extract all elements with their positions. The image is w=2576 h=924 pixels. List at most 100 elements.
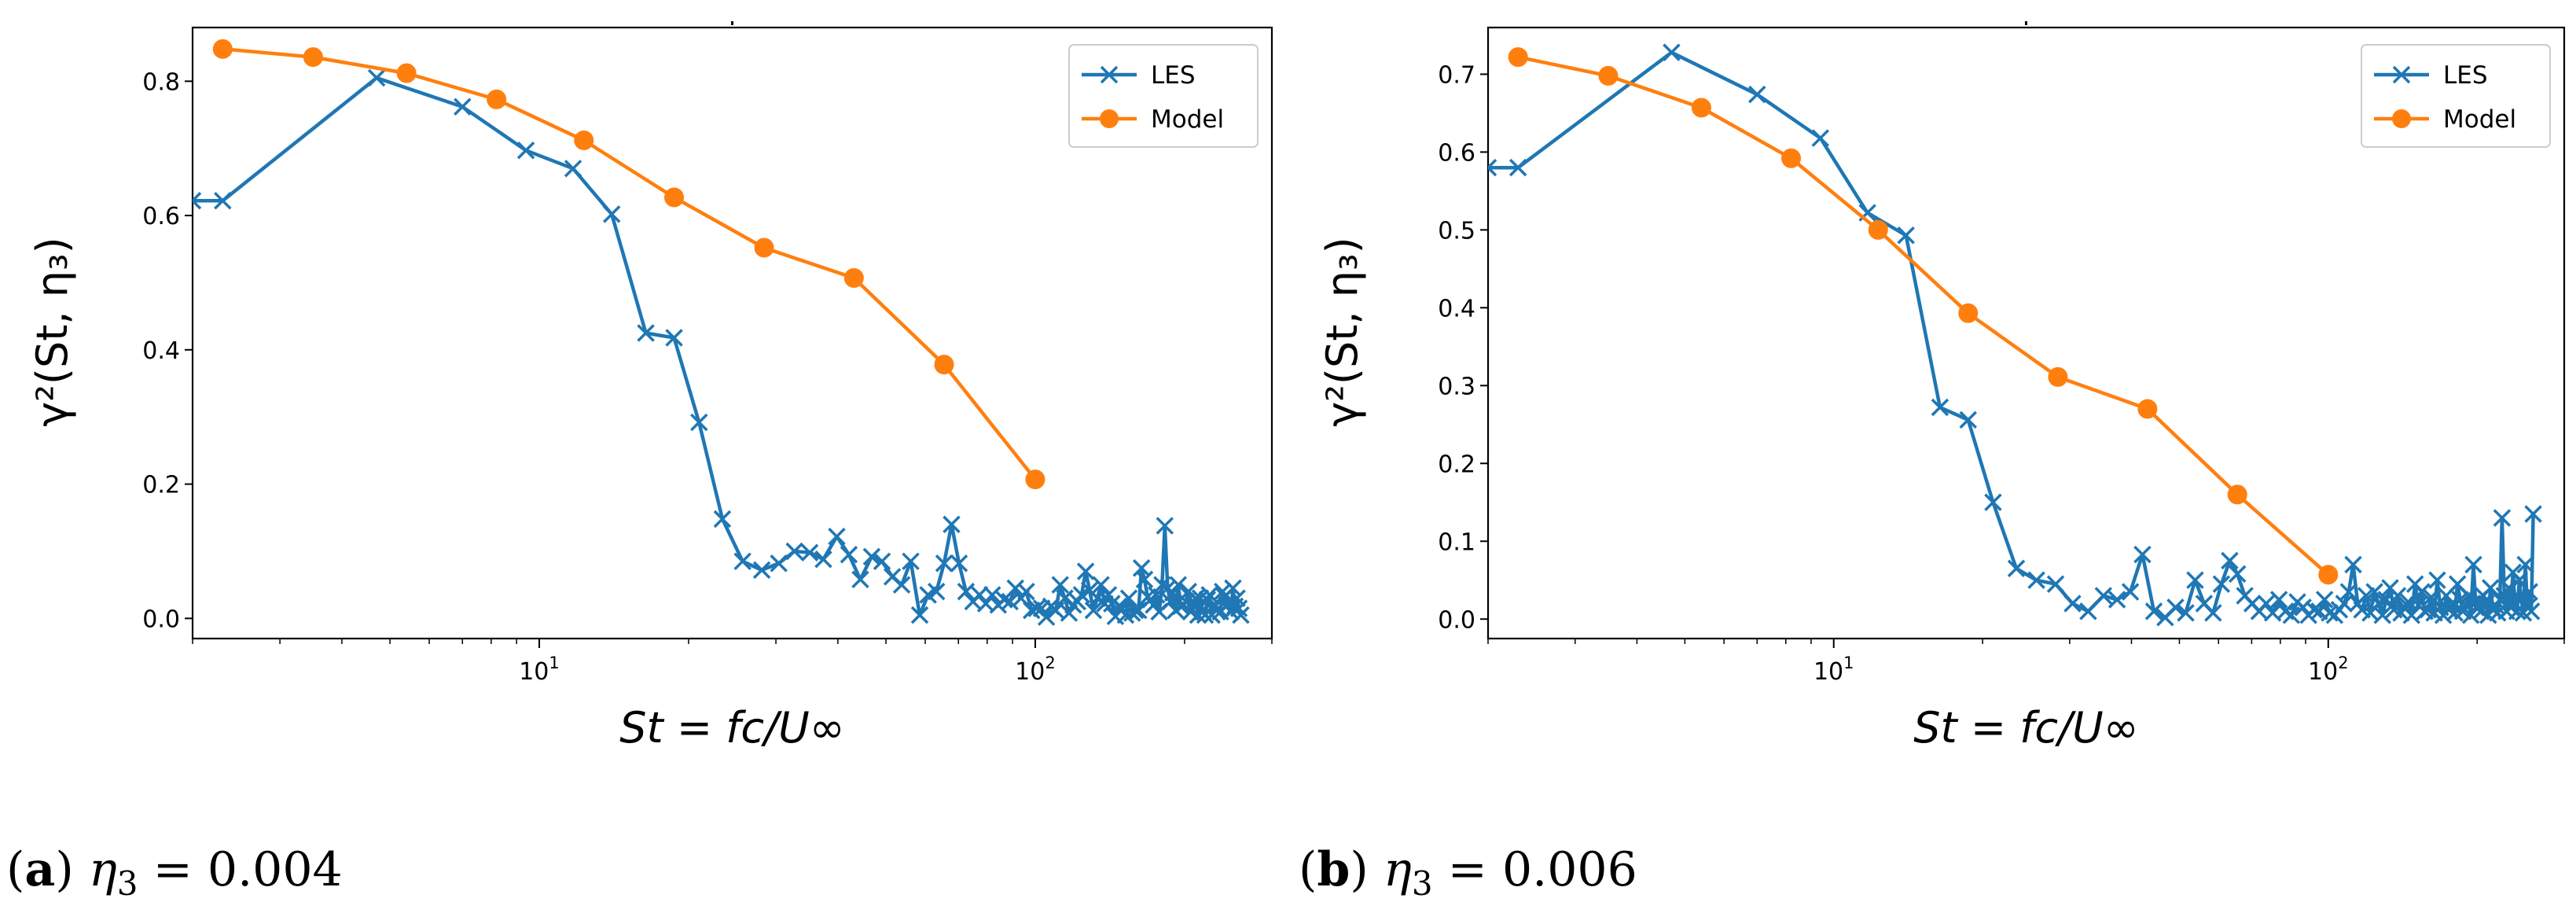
chart1-series-les-point <box>1017 582 1035 601</box>
chart1-series-les-point <box>862 547 881 566</box>
chart1-legend-marker-model <box>1100 109 1119 128</box>
chart1-series-les-point <box>970 586 989 604</box>
chart1-series-les-point <box>943 515 961 534</box>
chart2-ytick-label: 0.7 <box>1438 61 1475 89</box>
chart2-xlabel: St = fc/U∞ <box>1913 703 2138 753</box>
chart1-series-les-point <box>1006 579 1024 598</box>
chart1-series-les-point <box>1232 606 1250 624</box>
chart2-series-les-point <box>2079 602 2097 620</box>
chart1-series-model-point <box>843 267 864 288</box>
chart2-series-les-point <box>2046 575 2065 593</box>
chart1-ytick-label: 0.2 <box>142 472 180 499</box>
chart1-series-les-point <box>1135 570 1154 589</box>
chart2-series-les-point <box>1959 410 1977 429</box>
chart2-series-les-point <box>2335 595 2354 613</box>
chart1-series-les-point <box>910 606 929 624</box>
chart1-legend-marker-les <box>1100 65 1119 84</box>
chart1-series-les-point <box>713 510 732 528</box>
chart1-series-les-point <box>1156 517 1174 535</box>
chart2-series-les-point <box>2321 604 2339 622</box>
chart2-series-les-point <box>2204 604 2222 622</box>
chart2-ylabel: γ²(St, η₃) <box>1317 237 1367 426</box>
chart1-series-les-point <box>752 561 771 580</box>
chart1-xlabel: St = fc/U∞ <box>619 703 844 753</box>
chart1-plot-area <box>193 39 1250 626</box>
chart2-series-model-point <box>2137 399 2158 419</box>
chart2-series-les-point <box>1811 129 1830 147</box>
chart1-series-les-point <box>690 413 708 432</box>
chart1-legend-label-les: LES <box>1151 61 1196 90</box>
chart1-series-les-point <box>828 527 846 546</box>
chart2-series-les-point <box>2388 587 2407 605</box>
chart1-series-les-point <box>892 576 911 594</box>
chart2-ytick-label: 0.6 <box>1438 139 1475 167</box>
chart2-series-les-point <box>1897 226 1915 245</box>
chart2-series-les-point <box>1984 493 2002 512</box>
chart2-legend-label-les: LES <box>2443 61 2488 90</box>
chart2-series-model-point <box>2227 484 2247 505</box>
chart2-legend-marker-les <box>2392 65 2411 84</box>
chart2-series-les-point <box>2464 555 2482 574</box>
chart1-series-les-line <box>193 75 1243 619</box>
chart2-series-les-point <box>2186 571 2204 590</box>
chart1-series-les-point <box>814 550 832 569</box>
chart1-series-model-point <box>1025 469 1045 490</box>
chart2-series-les-point <box>1663 43 1681 61</box>
chart1-xtick-label: 102 <box>1015 653 1056 686</box>
chart1-ytick-label: 0.8 <box>142 68 180 96</box>
chart1-series-les-point <box>1076 562 1095 580</box>
chart1-ylabel: γ²(St, η₃) <box>28 237 77 426</box>
caption-a: (a) η3 = 0.004 <box>6 842 343 903</box>
chart2-series-model-point <box>1958 303 1979 323</box>
chart1-series-les-point <box>1224 579 1242 598</box>
chart1-series-les-point <box>1088 589 1107 608</box>
chart2-series-les-point <box>2221 551 2239 570</box>
chart1-series-model-point <box>664 187 685 208</box>
chart2-axes-frame <box>1486 26 2566 640</box>
chart1-series-model-point <box>303 47 323 68</box>
chart2-series-les-point <box>2399 593 2417 611</box>
chart1-series-les-point <box>1092 576 1110 594</box>
chart2-ytick-label: 0.5 <box>1438 217 1475 245</box>
chart2-series-les-point <box>1488 158 1497 177</box>
chart2-series-les-point <box>2282 606 2301 624</box>
chart2-ytick-label: 0.0 <box>1438 606 1475 634</box>
chart2-series-les-point <box>2339 583 2358 601</box>
chart1-series-les-point <box>1147 586 1166 604</box>
chart2-series-les-point <box>2212 575 2231 593</box>
chart1-series-model-point <box>934 355 954 375</box>
chart2-series-les-point <box>2377 591 2395 609</box>
chart1-series-les-point <box>1119 589 1138 608</box>
chart2-series-les-point <box>2428 571 2446 590</box>
chart2-series-les-point <box>1748 85 1766 104</box>
chart2-series-les-point <box>2412 583 2431 601</box>
chart1-xtick-label: 101 <box>519 653 560 686</box>
chart1-series-les-point <box>840 546 858 564</box>
chart2-series-les-point <box>2027 571 2045 590</box>
chart2-series-les-point <box>1508 158 1527 177</box>
chart1-series-les-point <box>800 543 819 561</box>
chart2-plot-area <box>1488 43 2542 627</box>
chart2-series-les-point <box>2522 602 2541 620</box>
chart2-series-les-point <box>2166 598 2185 617</box>
chart1-series-les-point <box>983 586 1001 604</box>
chart1-series-les-point <box>927 582 946 601</box>
chart1-series-les-point <box>1169 576 1188 594</box>
chart2-series-les-point <box>2315 591 2334 609</box>
chart2-series-model-point <box>1691 98 1711 118</box>
chart2-series-les-point <box>2121 583 2140 601</box>
chart2-legend-label-model: Model <box>2443 105 2516 134</box>
chart1-series-les-point <box>733 552 751 571</box>
chart2-series-les-point <box>2228 565 2247 583</box>
chart1-ytick-label: 0.4 <box>142 337 180 365</box>
chart2-legend-marker-model <box>2392 109 2411 128</box>
chart2-series-les-point <box>1931 398 1949 417</box>
caption-b: (b) η3 = 0.006 <box>1299 842 1637 903</box>
chart2-series-les-point <box>2094 587 2113 605</box>
chart1-series-les-point <box>193 192 202 210</box>
chart1-series-les-point <box>770 554 788 572</box>
chart2-series-model-point <box>2048 366 2068 387</box>
chart1-series-les-point <box>1051 576 1069 594</box>
chart1-series-les-point <box>637 324 655 342</box>
chart1-series-les-point <box>1084 601 1103 620</box>
